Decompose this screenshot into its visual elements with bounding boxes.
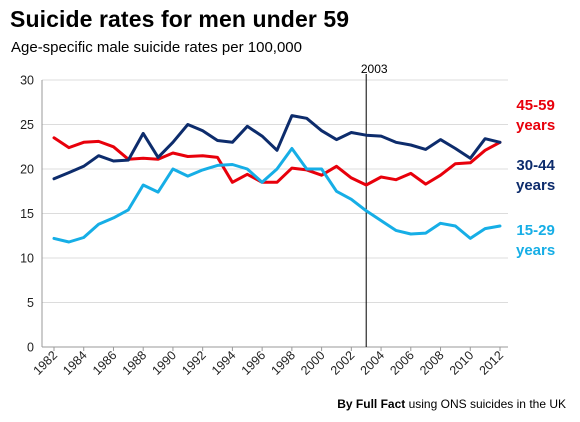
series-line-30-44 xyxy=(52,114,502,181)
y-tick-label-30: 30 xyxy=(20,74,34,88)
axes xyxy=(41,80,508,348)
legend-15-29-line2: years xyxy=(516,242,556,259)
x-axis-ticks: 1982 1984 1986 1988 1990 1992 1994 1996 1998 2000… xyxy=(31,347,507,378)
y-tick-label-5: 5 xyxy=(27,296,34,310)
gridlines xyxy=(42,79,508,303)
y-tick-label-0: 0 xyxy=(27,341,34,355)
y-axis-ticks: 0 5 10 15 20 25 30 xyxy=(20,74,34,355)
chart-title: Suicide rates for men under 59 xyxy=(10,6,350,32)
source-text: using ONS suicides in the UK xyxy=(408,397,566,411)
y-tick-label-25: 25 xyxy=(20,118,34,132)
legend-30-44-line1: 30-44 xyxy=(516,157,555,174)
x-tick-label-1986: 1986 xyxy=(90,348,120,378)
x-tick-label-2008: 2008 xyxy=(417,348,447,378)
x-tick-label-1994: 1994 xyxy=(209,348,239,378)
x-tick-label-2004: 2004 xyxy=(358,348,388,378)
legend-30-44: 30-44 years xyxy=(516,156,555,196)
chart-subtitle: Age-specific male suicide rates per 100,… xyxy=(11,39,302,56)
legend-15-29: 15-29 years xyxy=(516,221,555,261)
y-tick-label-15: 15 xyxy=(20,207,34,221)
x-tick-label-1998: 1998 xyxy=(268,348,298,378)
x-tick-label-2010: 2010 xyxy=(447,348,477,378)
source-note: By Full Fact using ONS suicides in the U… xyxy=(337,397,566,411)
y-tick-label-20: 20 xyxy=(20,163,34,177)
x-tick-label-2012: 2012 xyxy=(477,348,507,378)
x-tick-label-1984: 1984 xyxy=(60,348,90,378)
x-tick-label-2006: 2006 xyxy=(387,348,417,378)
legend-45-59: 45-59 years xyxy=(516,96,555,136)
annotation-2003: 2003 xyxy=(361,62,388,347)
series-lines xyxy=(52,114,502,244)
legend-45-59-line1: 45-59 xyxy=(516,97,555,114)
annotation-label: 2003 xyxy=(361,62,388,76)
x-tick-label-1992: 1992 xyxy=(179,348,209,378)
source-author: By Full Fact xyxy=(337,397,406,411)
legend-30-44-line2: years xyxy=(516,177,556,194)
x-tick-label-1982: 1982 xyxy=(31,348,61,378)
y-tick-label-10: 10 xyxy=(20,252,34,266)
legend-15-29-line1: 15-29 xyxy=(516,222,555,239)
series-line-15-29 xyxy=(52,147,502,244)
x-tick-label-2000: 2000 xyxy=(298,348,328,378)
legend-45-59-line2: years xyxy=(516,117,556,134)
x-tick-label-2002: 2002 xyxy=(328,348,358,378)
x-tick-label-1988: 1988 xyxy=(120,348,150,378)
x-tick-label-1996: 1996 xyxy=(239,348,269,378)
x-tick-label-1990: 1990 xyxy=(149,348,179,378)
